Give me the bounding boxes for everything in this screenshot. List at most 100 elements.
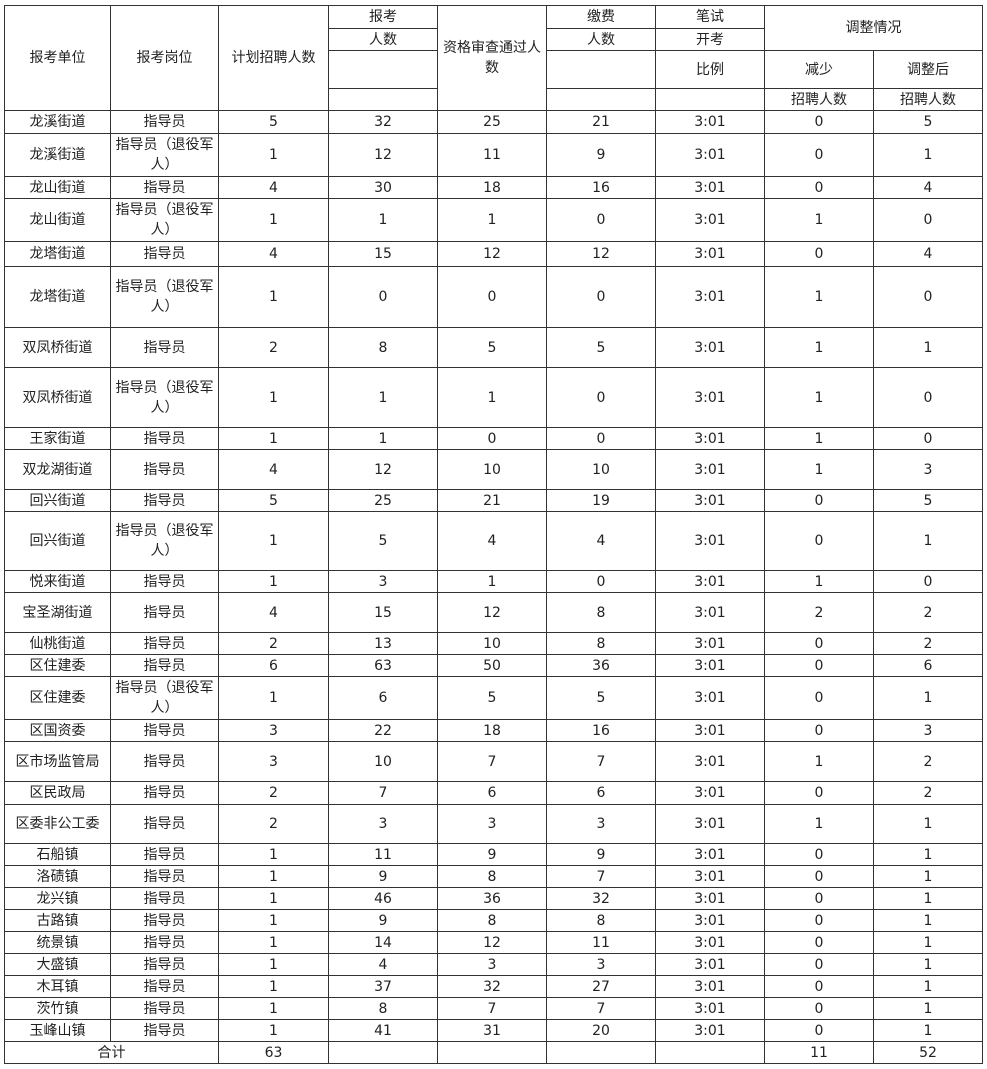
cell-apply: 1 (328, 198, 438, 242)
cell-ratio: 3:01 (655, 931, 765, 954)
cell-paid: 9 (546, 133, 656, 177)
cell-reduce: 0 (764, 511, 874, 571)
cell-reduce: 0 (764, 676, 874, 720)
cell-qualified: 50 (437, 654, 547, 677)
cell-post: 指导员 (110, 570, 219, 593)
table-row: 双凤桥街道 指导员（退役军人） 1 1 1 0 3:01 1 0 (4, 367, 983, 428)
cell-reduce: 0 (764, 176, 874, 199)
cell-plan: 3 (218, 719, 329, 742)
cell-ratio: 3:01 (655, 975, 765, 998)
cell-apply: 6 (328, 676, 438, 720)
cell-unit: 区国资委 (4, 719, 111, 742)
cell-after: 1 (873, 843, 983, 866)
cell-apply: 12 (328, 133, 438, 177)
cell-post: 指导员 (110, 975, 219, 998)
cell-ratio: 3:01 (655, 570, 765, 593)
table-row: 龙塔街道 指导员（退役军人） 1 0 0 0 3:01 1 0 (4, 266, 983, 328)
cell-unit: 区市场监管局 (4, 741, 111, 782)
cell-apply: 9 (328, 909, 438, 932)
cell-unit: 茨竹镇 (4, 997, 111, 1020)
cell-paid: 0 (546, 427, 656, 450)
cell-paid: 21 (546, 110, 656, 134)
cell-ratio: 3:01 (655, 1019, 765, 1042)
cell-plan: 4 (218, 449, 329, 490)
header-paid-empty-2 (546, 88, 656, 111)
cell-qualified: 1 (437, 367, 547, 428)
header-paid-1: 缴费 (546, 5, 656, 29)
cell-qualified: 18 (437, 719, 547, 742)
cell-reduce: 1 (764, 266, 874, 328)
cell-plan: 4 (218, 241, 329, 267)
cell-unit: 悦来街道 (4, 570, 111, 593)
cell-plan: 1 (218, 953, 329, 976)
cell-reduce: 1 (764, 327, 874, 368)
total-apply (328, 1041, 438, 1064)
cell-after: 5 (873, 489, 983, 512)
cell-after: 0 (873, 367, 983, 428)
cell-ratio: 3:01 (655, 489, 765, 512)
cell-unit: 区民政局 (4, 781, 111, 805)
table-row: 回兴街道 指导员（退役军人） 1 5 4 4 3:01 0 1 (4, 511, 983, 571)
cell-qualified: 10 (437, 449, 547, 490)
cell-apply: 15 (328, 592, 438, 633)
header-plan: 计划招聘人数 (218, 5, 329, 111)
cell-post: 指导员 (110, 931, 219, 954)
cell-qualified: 7 (437, 741, 547, 782)
cell-unit: 统景镇 (4, 931, 111, 954)
cell-ratio: 3:01 (655, 804, 765, 844)
cell-after: 6 (873, 654, 983, 677)
cell-paid: 0 (546, 367, 656, 428)
cell-after: 3 (873, 449, 983, 490)
cell-reduce: 0 (764, 975, 874, 998)
cell-after: 1 (873, 953, 983, 976)
cell-post: 指导员 (110, 997, 219, 1020)
cell-reduce: 0 (764, 489, 874, 512)
cell-paid: 4 (546, 511, 656, 571)
cell-apply: 14 (328, 931, 438, 954)
cell-ratio: 3:01 (655, 266, 765, 328)
cell-post: 指导员（退役军人） (110, 198, 219, 242)
cell-post: 指导员 (110, 632, 219, 655)
cell-ratio: 3:01 (655, 843, 765, 866)
header-after-2: 招聘人数 (873, 88, 983, 111)
cell-qualified: 0 (437, 427, 547, 450)
cell-qualified: 8 (437, 909, 547, 932)
cell-plan: 1 (218, 676, 329, 720)
cell-reduce: 0 (764, 654, 874, 677)
header-ratio-2: 开考 (655, 28, 765, 51)
cell-paid: 7 (546, 997, 656, 1020)
cell-paid: 11 (546, 931, 656, 954)
cell-apply: 1 (328, 367, 438, 428)
cell-reduce: 1 (764, 804, 874, 844)
cell-unit: 龙溪街道 (4, 133, 111, 177)
total-ratio (655, 1041, 765, 1064)
cell-reduce: 0 (764, 887, 874, 910)
table-row: 区民政局 指导员 2 7 6 6 3:01 0 2 (4, 781, 983, 805)
cell-qualified: 4 (437, 511, 547, 571)
cell-ratio: 3:01 (655, 241, 765, 267)
table-row: 龙山街道 指导员 4 30 18 16 3:01 0 4 (4, 176, 983, 199)
table-row: 区市场监管局 指导员 3 10 7 7 3:01 1 2 (4, 741, 983, 782)
cell-after: 3 (873, 719, 983, 742)
cell-after: 1 (873, 804, 983, 844)
cell-plan: 1 (218, 198, 329, 242)
header-adjust: 调整情况 (764, 5, 983, 51)
cell-unit: 宝圣湖街道 (4, 592, 111, 633)
cell-plan: 1 (218, 887, 329, 910)
cell-post: 指导员 (110, 865, 219, 888)
table-row: 区住建委 指导员（退役军人） 1 6 5 5 3:01 0 1 (4, 676, 983, 720)
cell-reduce: 1 (764, 198, 874, 242)
cell-reduce: 0 (764, 781, 874, 805)
cell-unit: 双龙湖街道 (4, 449, 111, 490)
header-post: 报考岗位 (110, 5, 219, 111)
cell-after: 1 (873, 1019, 983, 1042)
table-row: 玉峰山镇 指导员 1 41 31 20 3:01 0 1 (4, 1019, 983, 1042)
cell-qualified: 7 (437, 997, 547, 1020)
cell-paid: 7 (546, 865, 656, 888)
cell-qualified: 12 (437, 931, 547, 954)
cell-qualified: 11 (437, 133, 547, 177)
cell-post: 指导员 (110, 449, 219, 490)
cell-unit: 古路镇 (4, 909, 111, 932)
cell-ratio: 3:01 (655, 781, 765, 805)
cell-qualified: 9 (437, 843, 547, 866)
